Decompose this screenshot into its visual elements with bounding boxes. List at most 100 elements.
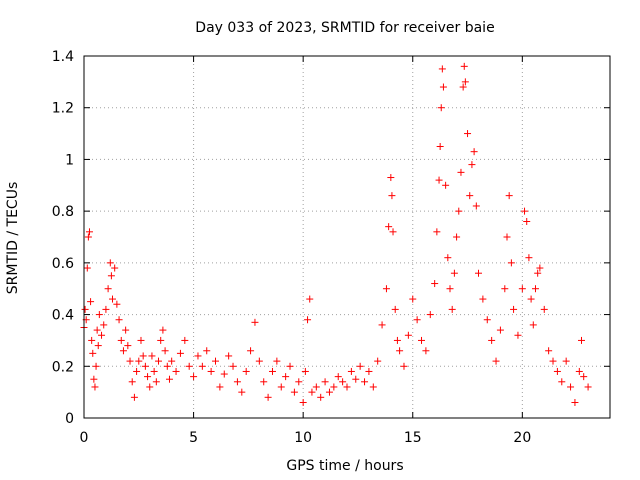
data-point (190, 373, 198, 381)
data-point (453, 233, 461, 241)
y-tick-label: 0 (65, 411, 74, 427)
data-point (450, 269, 458, 277)
data-point (347, 367, 355, 375)
data-point (107, 272, 115, 280)
data-point (260, 378, 268, 386)
data-point (282, 373, 290, 381)
data-point (444, 254, 452, 262)
data-point (578, 336, 586, 344)
data-point (225, 352, 233, 360)
data-point (124, 342, 132, 350)
data-point (216, 383, 224, 391)
data-point (352, 375, 360, 383)
data-point (464, 130, 472, 138)
data-point (91, 383, 99, 391)
data-point (198, 362, 206, 370)
data-point (385, 223, 393, 231)
data-point (580, 373, 588, 381)
data-point (155, 357, 163, 365)
data-point (446, 285, 454, 293)
x-tick-label: 20 (513, 430, 531, 446)
data-point (437, 104, 445, 112)
data-point (505, 192, 513, 200)
data-point (92, 362, 100, 370)
data-point (562, 357, 570, 365)
data-point (85, 228, 93, 236)
y-tick-label: 0.6 (52, 256, 74, 272)
data-point (308, 388, 316, 396)
data-point (299, 398, 307, 406)
data-point (242, 367, 250, 375)
data-point (529, 321, 537, 329)
data-point (306, 295, 314, 303)
data-point (514, 331, 522, 339)
data-point (501, 285, 509, 293)
data-point (426, 311, 434, 319)
data-point (108, 295, 116, 303)
data-point (84, 233, 92, 241)
grid (84, 56, 610, 418)
data-point (435, 176, 443, 184)
data-point (393, 336, 401, 344)
data-point (93, 326, 101, 334)
data-point (387, 174, 395, 182)
data-point (536, 264, 544, 272)
data-point (534, 269, 542, 277)
data-point (396, 347, 404, 355)
data-point (159, 326, 167, 334)
plot-frame (83, 55, 611, 419)
data-point (518, 285, 526, 293)
data-point (87, 298, 95, 306)
data-point (176, 349, 184, 357)
data-point (117, 336, 125, 344)
data-point (442, 181, 450, 189)
data-point (150, 367, 158, 375)
y-tick-label: 0.2 (52, 359, 74, 375)
y-tick-label: 0.8 (52, 204, 74, 220)
data-point (111, 264, 119, 272)
data-point (220, 370, 228, 378)
data-point (290, 388, 298, 396)
data-point (126, 357, 134, 365)
data-point (144, 373, 152, 381)
data-point (301, 367, 309, 375)
y-tick-label: 1 (65, 152, 74, 168)
data-point (255, 357, 263, 365)
data-point (212, 357, 219, 365)
x-tick-label: 0 (80, 430, 89, 446)
data-point (483, 316, 491, 324)
y-tick-label: 0.4 (52, 308, 74, 324)
data-point (455, 207, 463, 215)
data-point (268, 367, 276, 375)
y-tick-label: 1.4 (52, 49, 74, 65)
data-point (152, 378, 160, 386)
data-point (553, 367, 561, 375)
data-point (106, 259, 114, 267)
data-point (492, 357, 500, 365)
data-point (207, 367, 215, 375)
x-tick-label: 5 (189, 430, 198, 446)
data-point (229, 362, 237, 370)
data-point (83, 264, 91, 272)
data-point (273, 357, 281, 365)
data-point (317, 393, 325, 401)
data-point (321, 378, 329, 386)
data-point (436, 143, 444, 150)
data-point (418, 336, 426, 344)
data-point (433, 228, 441, 236)
data-point (374, 357, 382, 365)
data-point (330, 383, 338, 391)
data-point (523, 217, 531, 225)
data-point (277, 383, 285, 391)
data-point (470, 148, 478, 156)
data-point (356, 362, 364, 370)
data-point (295, 378, 303, 386)
data-point (461, 78, 469, 86)
data-point (479, 295, 487, 303)
data-point (339, 378, 347, 386)
data-point (466, 192, 474, 200)
data-point (163, 362, 171, 370)
data-point (496, 326, 504, 334)
data-point (251, 318, 259, 326)
data-point (157, 336, 165, 344)
